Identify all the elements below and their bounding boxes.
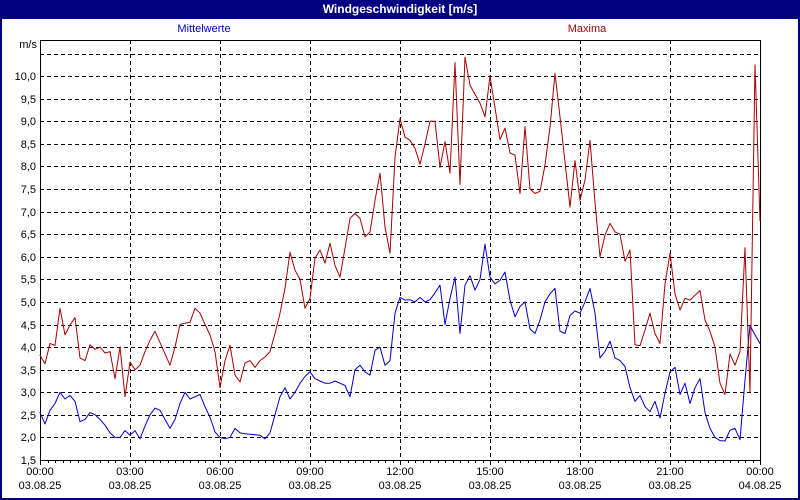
svg-text:2,0: 2,0 bbox=[21, 432, 36, 444]
x-tick-date: 03.08.25 bbox=[649, 480, 692, 492]
x-tick-date: 03.08.25 bbox=[289, 480, 332, 492]
x-tick-time: 21:00 bbox=[656, 466, 684, 478]
title-bar: Windgeschwindigkeit [m/s] bbox=[0, 0, 800, 19]
window-title: Windgeschwindigkeit [m/s] bbox=[322, 2, 478, 16]
x-tick-date: 04.08.25 bbox=[739, 480, 782, 492]
svg-text:4,0: 4,0 bbox=[21, 342, 36, 354]
gridlines-vertical bbox=[130, 40, 671, 460]
x-tick-date: 03.08.25 bbox=[19, 480, 62, 492]
svg-text:6,0: 6,0 bbox=[21, 252, 36, 264]
svg-text:6,5: 6,5 bbox=[21, 229, 36, 241]
svg-text:2,5: 2,5 bbox=[21, 410, 36, 422]
svg-text:8,5: 8,5 bbox=[21, 139, 36, 151]
svg-text:10,0: 10,0 bbox=[15, 71, 36, 83]
x-tick-time: 00:00 bbox=[746, 466, 774, 478]
y-axis-tick-labels: 1,5 2,0 2,5 3,0 3,5 4,0 4,5 5,0 5,5 6,0 6,5 7,0 7,5 8… bbox=[15, 71, 36, 467]
svg-text:3,0: 3,0 bbox=[21, 387, 36, 399]
plot-border bbox=[40, 40, 761, 461]
svg-text:9,0: 9,0 bbox=[21, 116, 36, 128]
x-tick-time: 06:00 bbox=[206, 466, 234, 478]
svg-text:8,0: 8,0 bbox=[21, 161, 36, 173]
x-tick-time: 12:00 bbox=[386, 466, 414, 478]
svg-text:3,5: 3,5 bbox=[21, 365, 36, 377]
svg-text:4,5: 4,5 bbox=[21, 320, 36, 332]
series-line-mittelwerte bbox=[39, 243, 761, 442]
x-axis-tick-labels: 00:00 03.08.25 03:00 03.08.25 06:00 03.08.25 0… bbox=[19, 466, 782, 492]
svg-text:5,5: 5,5 bbox=[21, 274, 36, 286]
x-tick-date: 03.08.25 bbox=[559, 480, 602, 492]
series-line-maxima bbox=[39, 56, 761, 398]
legend-item-mittelwerte: Mittelwerte bbox=[177, 23, 231, 35]
x-tick-date: 03.08.25 bbox=[109, 480, 152, 492]
x-tick-date: 03.08.25 bbox=[379, 480, 422, 492]
legend-item-maxima: Maxima bbox=[567, 23, 607, 35]
x-tick-time: 03:00 bbox=[116, 466, 144, 478]
svg-text:5,0: 5,0 bbox=[21, 297, 36, 309]
y-axis-unit-label: m/s bbox=[19, 39, 37, 51]
x-tick-time: 09:00 bbox=[296, 466, 324, 478]
svg-text:9,5: 9,5 bbox=[21, 94, 36, 106]
x-tick-time: 18:00 bbox=[566, 466, 594, 478]
x-tick-time: 00:00 bbox=[26, 466, 54, 478]
svg-text:7,0: 7,0 bbox=[21, 207, 36, 219]
svg-text:1,5: 1,5 bbox=[21, 455, 36, 467]
svg-text:7,5: 7,5 bbox=[21, 184, 36, 196]
x-tick-date: 03.08.25 bbox=[199, 480, 242, 492]
x-tick-date: 03.08.25 bbox=[469, 480, 512, 492]
x-tick-time: 15:00 bbox=[476, 466, 504, 478]
